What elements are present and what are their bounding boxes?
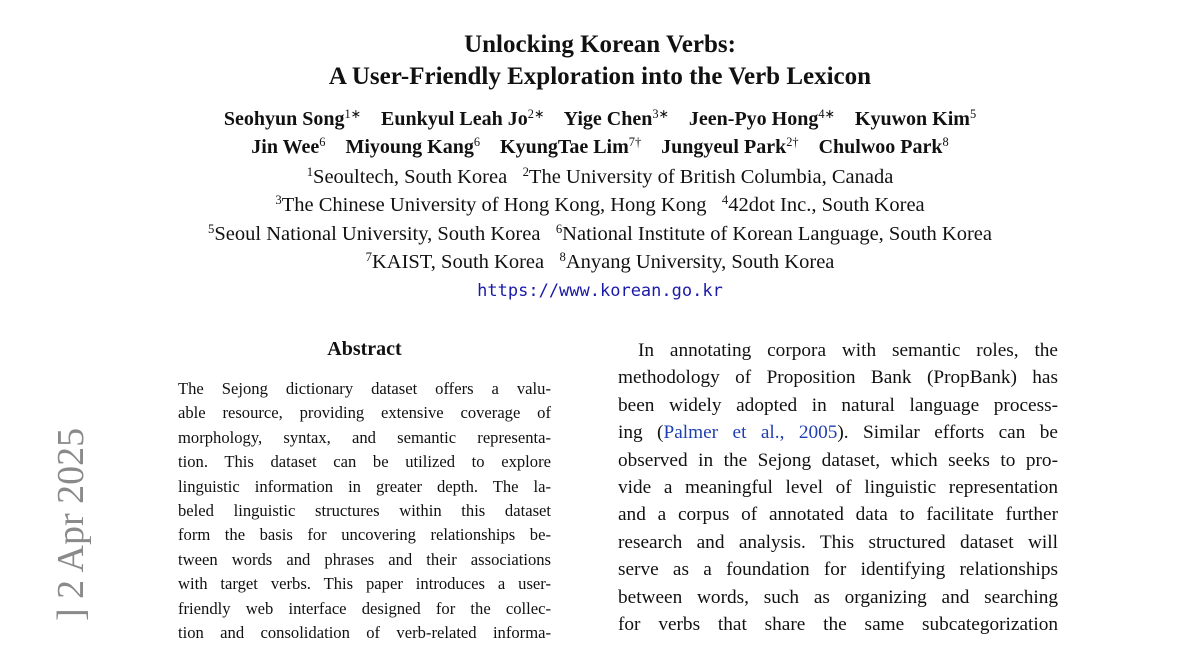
author-name: Eunkyul Leah Jo bbox=[381, 108, 528, 130]
arxiv-stamp: ] 2 Apr 2025 bbox=[50, 427, 92, 621]
abstract-heading: Abstract bbox=[327, 338, 402, 360]
body-line: and a corpus of annotated data to facili… bbox=[618, 504, 1058, 526]
author-line: Jin Wee6 Miyoung Kang6 KyungTae Lim7† Ju… bbox=[0, 136, 1200, 159]
author-affiliation-mark: 6 bbox=[473, 135, 481, 150]
affiliation-name: The Chinese University of Hong Kong, Hon… bbox=[281, 194, 707, 217]
body-text: ). Similar efforts can be bbox=[837, 422, 1058, 444]
body-line: for verbs that share the same subcategor… bbox=[618, 614, 1058, 635]
author-affiliation-mark: 2† bbox=[786, 135, 799, 150]
author-affiliation-mark: 2∗ bbox=[527, 107, 545, 122]
author-affiliation-mark: 6 bbox=[319, 135, 326, 150]
affiliation-number: 3 bbox=[275, 193, 282, 208]
author-affiliation-mark: 8 bbox=[942, 135, 949, 150]
affiliation-number: 2 bbox=[522, 165, 529, 180]
author-affiliation-mark: 3∗ bbox=[652, 107, 669, 122]
abstract-line: tween words and phrases and their associ… bbox=[178, 549, 551, 569]
author-name: Kyuwon Kim bbox=[854, 108, 970, 130]
affiliation-name: Seoultech, South Korea bbox=[313, 166, 508, 188]
abstract-line: tion and consolidation of verb-related i… bbox=[178, 623, 551, 642]
body-line: research and analysis. This structured d… bbox=[618, 531, 1058, 553]
affiliation-name: 42dot Inc., South Korea bbox=[728, 194, 925, 217]
affiliation-name: National Institute of Korean Language, S… bbox=[562, 222, 992, 245]
body-line: ing (Palmer et al., 2005). Similar effor… bbox=[618, 422, 1058, 444]
body-line: vide a meaningful level of linguistic re… bbox=[618, 477, 1058, 498]
affiliation-line: 5Seoul National University, South Korea … bbox=[0, 221, 1200, 246]
affiliation-name: Anyang University, South Korea bbox=[565, 250, 835, 273]
affiliation-number: 6 bbox=[555, 221, 563, 236]
body-line: In annotating corpora with semantic role… bbox=[638, 340, 1058, 361]
author-affiliation-mark: 4∗ bbox=[818, 107, 835, 122]
affiliation-number: 5 bbox=[208, 221, 215, 236]
affiliation-number: 8 bbox=[559, 249, 566, 264]
body-line: between words, such as organizing and se… bbox=[618, 586, 1058, 608]
author-name: Yige Chen bbox=[563, 108, 653, 130]
author-affiliation-mark: 5 bbox=[969, 107, 977, 122]
abstract-line: morphology, syntax, and semantic represe… bbox=[178, 427, 551, 447]
affiliation-line: 3The Chinese University of Hong Kong, Ho… bbox=[0, 194, 1200, 217]
affiliation-number: 1 bbox=[306, 165, 314, 180]
title-line: A User-Friendly Exploration into the Ver… bbox=[328, 63, 872, 90]
abstract-line: linguistic information in greater depth.… bbox=[178, 476, 551, 496]
body-line: been widely adopted in natural language … bbox=[618, 394, 1058, 416]
affiliation-line: 1Seoultech, South Korea 2The University … bbox=[0, 166, 1200, 189]
body-line: methodology of Proposition Bank (PropBan… bbox=[618, 367, 1058, 389]
abstract-line: friendly web interface designed for the … bbox=[178, 598, 551, 618]
abstract-line: form the basis for uncovering relationsh… bbox=[178, 525, 551, 545]
author-name: Jin Wee bbox=[251, 136, 320, 158]
body-line: observed in the Sejong dataset, which se… bbox=[618, 449, 1058, 471]
author-name: KyungTae Lim bbox=[500, 136, 629, 158]
affiliation-number: 7 bbox=[365, 249, 372, 264]
author-name: Jeen-Pyo Hong bbox=[688, 108, 819, 130]
author-name: Seohyun Song bbox=[223, 108, 345, 130]
url-link[interactable]: https://www.korean.go.kr bbox=[477, 281, 723, 301]
title-line: Unlocking Korean Verbs: bbox=[464, 31, 736, 58]
affiliation-number: 4 bbox=[721, 193, 729, 208]
author-affiliation-mark: 1∗ bbox=[344, 107, 362, 122]
citation-link[interactable]: Palmer et al., 2005 bbox=[663, 422, 838, 444]
affiliation-name: KAIST, South Korea bbox=[371, 250, 545, 273]
body-line: serve as a foundation for identifying re… bbox=[618, 559, 1058, 581]
author-name: Chulwoo Park bbox=[818, 136, 943, 158]
affiliation-name: Seoul National University, South Korea bbox=[214, 222, 541, 245]
abstract-line: beled linguistic structures within this … bbox=[178, 501, 551, 520]
affiliation-line: 7KAIST, South Korea 8Anyang University, … bbox=[0, 251, 1200, 274]
author-name: Miyoung Kang bbox=[345, 136, 474, 158]
abstract-line: tion. This dataset can be utilized to ex… bbox=[178, 452, 551, 472]
body-text: ing ( bbox=[618, 422, 664, 444]
author-name: Jungyeul Park bbox=[661, 136, 787, 158]
author-line: Seohyun Song1∗ Eunkyul Leah Jo2∗ Yige Ch… bbox=[0, 108, 1200, 131]
affiliation-name: The University of British Columbia, Cana… bbox=[528, 166, 894, 188]
abstract-line: able resource, providing extensive cover… bbox=[178, 403, 551, 423]
author-affiliation-mark: 7† bbox=[628, 135, 642, 150]
abstract-line: The Sejong dictionary dataset offers a v… bbox=[178, 379, 551, 398]
abstract-line: with target verbs. This paper introduces… bbox=[178, 574, 551, 594]
